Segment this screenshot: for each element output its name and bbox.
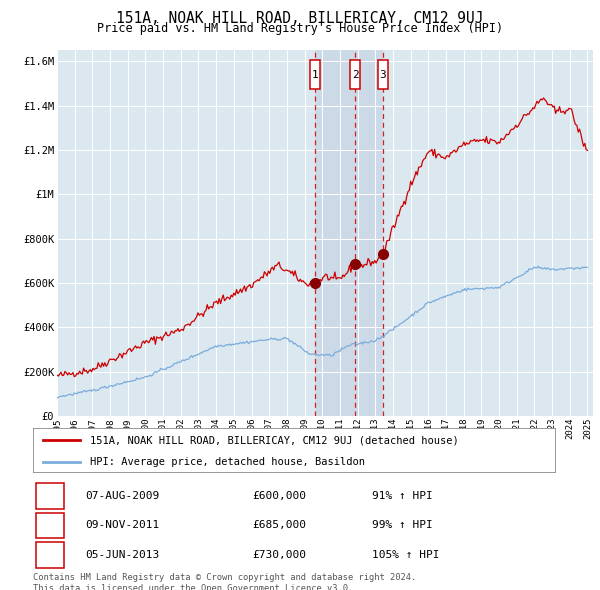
Text: 105% ↑ HPI: 105% ↑ HPI [372,550,440,560]
FancyBboxPatch shape [35,483,64,509]
Text: £685,000: £685,000 [252,520,306,530]
Text: 1: 1 [46,490,53,503]
Text: 3: 3 [46,548,53,561]
FancyBboxPatch shape [310,60,320,89]
FancyBboxPatch shape [350,60,360,89]
Text: 1: 1 [312,70,319,80]
Text: Contains HM Land Registry data © Crown copyright and database right 2024.
This d: Contains HM Land Registry data © Crown c… [33,573,416,590]
Text: £600,000: £600,000 [252,491,306,501]
FancyBboxPatch shape [35,542,64,568]
Text: HPI: Average price, detached house, Basildon: HPI: Average price, detached house, Basi… [91,457,365,467]
Text: 151A, NOAK HILL ROAD, BILLERICAY, CM12 9UJ: 151A, NOAK HILL ROAD, BILLERICAY, CM12 9… [116,11,484,25]
Text: 05-JUN-2013: 05-JUN-2013 [85,550,160,560]
FancyBboxPatch shape [378,60,388,89]
FancyBboxPatch shape [35,513,64,538]
Text: 151A, NOAK HILL ROAD, BILLERICAY, CM12 9UJ (detached house): 151A, NOAK HILL ROAD, BILLERICAY, CM12 9… [91,435,459,445]
Text: 2: 2 [46,519,53,532]
Text: Price paid vs. HM Land Registry's House Price Index (HPI): Price paid vs. HM Land Registry's House … [97,22,503,35]
Text: 91% ↑ HPI: 91% ↑ HPI [372,491,433,501]
Text: 3: 3 [380,70,386,80]
Bar [315,50,383,416]
Text: 09-NOV-2011: 09-NOV-2011 [85,520,160,530]
Text: 07-AUG-2009: 07-AUG-2009 [85,491,160,501]
Text: £730,000: £730,000 [252,550,306,560]
Text: 99% ↑ HPI: 99% ↑ HPI [372,520,433,530]
Text: 2: 2 [352,70,359,80]
